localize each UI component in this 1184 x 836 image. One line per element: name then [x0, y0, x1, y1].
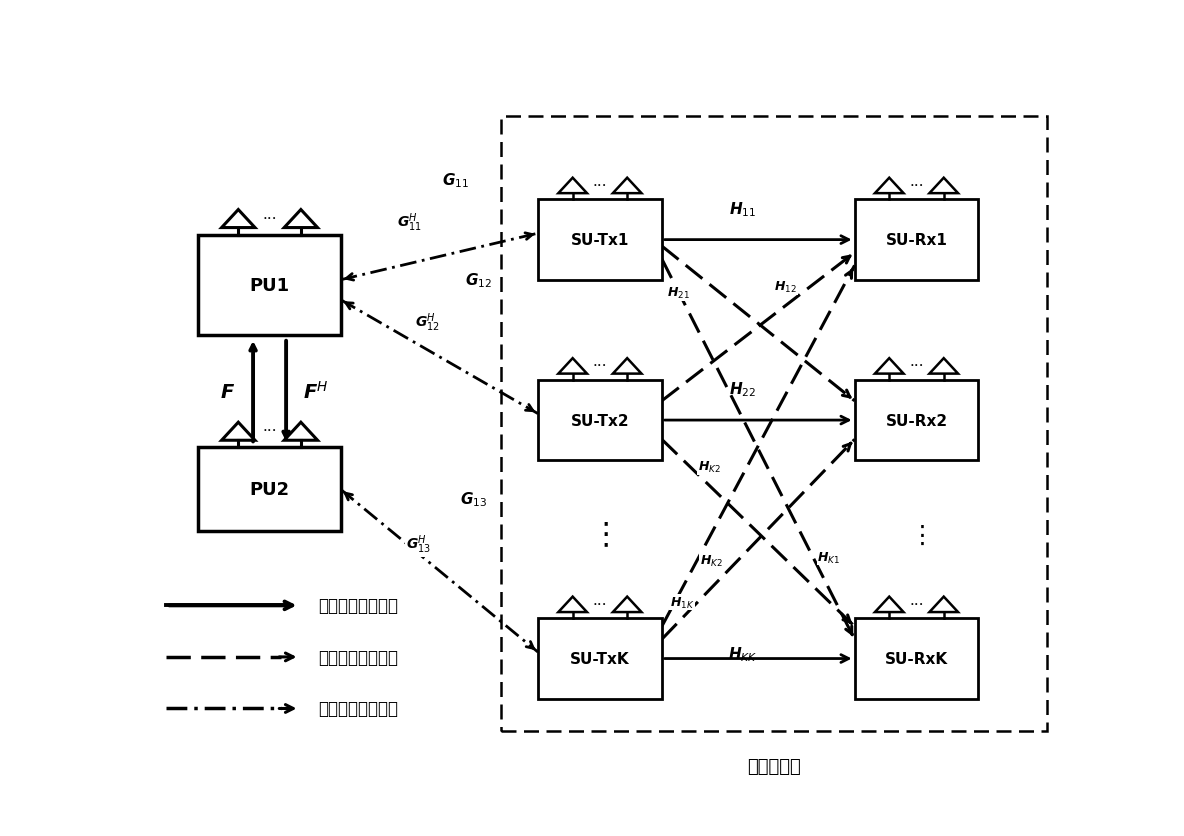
Text: 次用户间干扰链路: 次用户间干扰链路: [317, 648, 398, 666]
FancyBboxPatch shape: [538, 380, 662, 461]
FancyBboxPatch shape: [855, 619, 978, 699]
Text: ···: ···: [593, 359, 607, 373]
FancyBboxPatch shape: [538, 200, 662, 281]
Text: SU-Rx2: SU-Rx2: [886, 413, 947, 428]
Text: $\boldsymbol{H}_{12}$: $\boldsymbol{H}_{12}$: [774, 279, 797, 294]
Text: ···: ···: [263, 424, 277, 438]
Polygon shape: [559, 178, 587, 194]
Text: $\boldsymbol{H}_{K2}$: $\boldsymbol{H}_{K2}$: [699, 460, 721, 475]
Polygon shape: [929, 178, 958, 194]
Polygon shape: [221, 211, 255, 228]
Text: SU-Tx2: SU-Tx2: [571, 413, 629, 428]
Polygon shape: [613, 178, 642, 194]
Text: PU2: PU2: [250, 481, 290, 499]
FancyBboxPatch shape: [199, 236, 341, 335]
Text: $\boldsymbol{H}_{11}$: $\boldsymbol{H}_{11}$: [729, 200, 757, 219]
Text: $\boldsymbol{H}_{KK}$: $\boldsymbol{H}_{KK}$: [728, 645, 758, 663]
Text: $\boldsymbol{F}^{H}$: $\boldsymbol{F}^{H}$: [303, 380, 328, 403]
FancyBboxPatch shape: [538, 619, 662, 699]
Text: ···: ···: [593, 597, 607, 611]
Text: ···: ···: [593, 178, 607, 192]
Text: 主次用户传输链路: 主次用户传输链路: [317, 597, 398, 614]
Text: $\vdots$: $\vdots$: [909, 522, 925, 547]
Polygon shape: [929, 359, 958, 375]
Polygon shape: [559, 359, 587, 375]
Text: PU1: PU1: [250, 277, 290, 294]
Text: ···: ···: [909, 178, 924, 192]
Text: SU-Tx1: SU-Tx1: [571, 233, 629, 247]
FancyBboxPatch shape: [855, 200, 978, 281]
Polygon shape: [221, 423, 255, 441]
Text: SU-RxK: SU-RxK: [884, 651, 948, 666]
Text: ···: ···: [909, 359, 924, 373]
Text: $\boldsymbol{G}_{11}^{H}$: $\boldsymbol{G}_{11}^{H}$: [397, 212, 422, 234]
Text: $\boldsymbol{H}_{21}$: $\boldsymbol{H}_{21}$: [667, 286, 690, 301]
Polygon shape: [284, 211, 317, 228]
Polygon shape: [875, 178, 903, 194]
Text: SU-Rx1: SU-Rx1: [886, 233, 947, 247]
Polygon shape: [613, 597, 642, 612]
Text: $\boldsymbol{G}_{12}$: $\boldsymbol{G}_{12}$: [465, 271, 491, 290]
Text: 次用户网络: 次用户网络: [747, 757, 802, 775]
Text: $\boldsymbol{H}_{K1}$: $\boldsymbol{H}_{K1}$: [817, 550, 841, 565]
Text: $\boldsymbol{F}$: $\boldsymbol{F}$: [220, 382, 234, 401]
Text: $\boldsymbol{G}_{13}^{H}$: $\boldsymbol{G}_{13}^{H}$: [406, 533, 431, 556]
Text: $\boldsymbol{H}_{22}$: $\boldsymbol{H}_{22}$: [729, 380, 757, 399]
Text: SU-TxK: SU-TxK: [571, 651, 630, 666]
Polygon shape: [875, 597, 903, 612]
Polygon shape: [284, 423, 317, 441]
Polygon shape: [929, 597, 958, 612]
Text: $\vdots$: $\vdots$: [590, 520, 609, 549]
Text: $\boldsymbol{H}_{K2}$: $\boldsymbol{H}_{K2}$: [700, 553, 723, 568]
Text: $\boldsymbol{G}_{13}$: $\boldsymbol{G}_{13}$: [461, 490, 488, 509]
FancyBboxPatch shape: [855, 380, 978, 461]
Text: ···: ···: [263, 212, 277, 226]
Text: $\boldsymbol{H}_{1K}$: $\boldsymbol{H}_{1K}$: [670, 595, 694, 610]
Text: $\boldsymbol{G}_{12}^{H}$: $\boldsymbol{G}_{12}^{H}$: [416, 311, 440, 334]
FancyBboxPatch shape: [199, 448, 341, 532]
Text: $\boldsymbol{G}_{11}$: $\boldsymbol{G}_{11}$: [442, 171, 469, 190]
Polygon shape: [875, 359, 903, 375]
Polygon shape: [613, 359, 642, 375]
Text: ···: ···: [909, 597, 924, 611]
Polygon shape: [559, 597, 587, 612]
Text: 与主用户干扰链路: 与主用户干扰链路: [317, 700, 398, 717]
